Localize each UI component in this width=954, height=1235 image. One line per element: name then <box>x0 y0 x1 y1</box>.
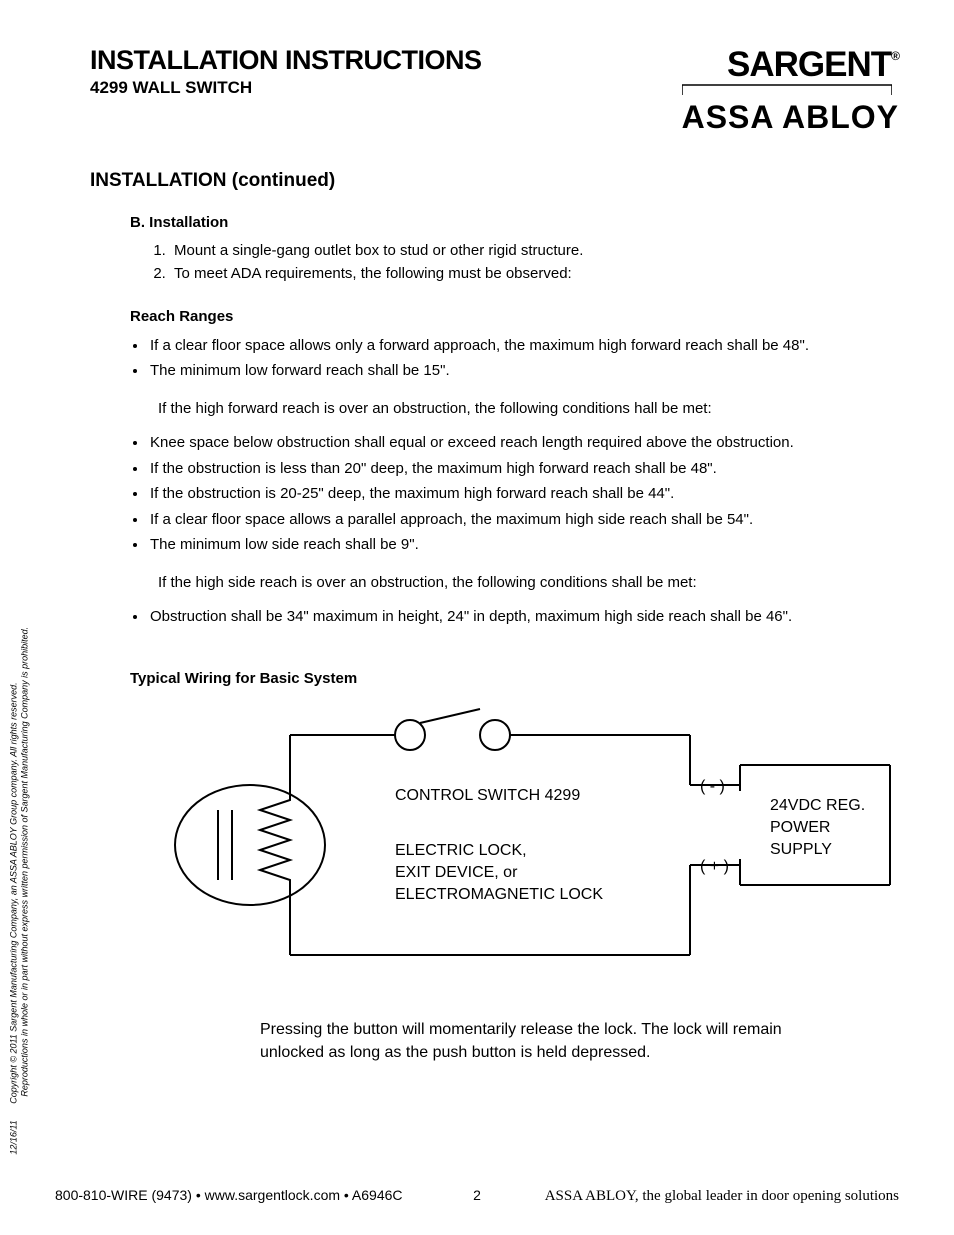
reach-para-1: If the high forward reach is over an obs… <box>158 398 899 421</box>
list-item: Mount a single-gang outlet box to stud o… <box>170 239 899 262</box>
page-footer: 800-810-WIRE (9473) • www.sargentlock.co… <box>55 1187 899 1205</box>
logo-assa-text: ASSA ABLOY <box>682 99 899 136</box>
list-item: If the obstruction is 20-25" deep, the m… <box>148 481 899 507</box>
logo-sargent-text: SARGENT <box>727 45 891 84</box>
reach-list-3: Obstruction shall be 34" maximum in heig… <box>148 604 899 630</box>
wiring-heading: Typical Wiring for Basic System <box>130 670 899 687</box>
subsection-b: B. Installation <box>130 214 899 231</box>
diagram-label-lock1: ELECTRIC LOCK, <box>395 842 527 859</box>
footer-contact: 800-810-WIRE (9473) • www.sargentlock.co… <box>55 1187 403 1203</box>
list-item: Obstruction shall be 34" maximum in heig… <box>148 604 899 630</box>
reach-list-2: Knee space below obstruction shall equal… <box>148 430 899 558</box>
list-item: Knee space below obstruction shall equal… <box>148 430 899 456</box>
reach-list-1: If a clear floor space allows only a for… <box>148 333 899 384</box>
section-heading: INSTALLATION (continued) <box>90 170 899 192</box>
footer-page-number: 2 <box>473 1187 481 1203</box>
diagram-label-psu3: SUPPLY <box>770 841 832 858</box>
diagram-label-neg: ( - ) <box>700 778 725 795</box>
diagram-label-lock3: ELECTROMAGNETIC LOCK <box>395 886 603 903</box>
copyright-notice: 12/16/11 Copyright © 2011 Sargent Manufa… <box>8 627 30 1155</box>
copyright-line2: Reproductions in whole or in part withou… <box>19 627 29 1097</box>
install-steps: Mount a single-gang outlet box to stud o… <box>170 239 899 286</box>
brand-logo: SARGENT® ASSA ABLOY <box>682 45 899 136</box>
reach-para-2: If the high side reach is over an obstru… <box>158 572 899 595</box>
doc-title: INSTALLATION INSTRUCTIONS <box>90 45 481 76</box>
doc-subtitle: 4299 WALL SWITCH <box>90 78 481 98</box>
diagram-label-psu1: 24VDC REG. <box>770 797 865 814</box>
diagram-label-lock2: EXIT DEVICE, or <box>395 864 518 881</box>
logo-divider-icon <box>682 83 892 97</box>
diagram-label-psu2: POWER <box>770 819 830 836</box>
list-item: If the obstruction is less than 20" deep… <box>148 456 899 482</box>
list-item: If a clear floor space allows a parallel… <box>148 507 899 533</box>
diagram-label-switch: CONTROL SWITCH 4299 <box>395 787 580 804</box>
diagram-caption: Pressing the button will momentarily rel… <box>260 1018 790 1064</box>
list-item: If a clear floor space allows only a for… <box>148 333 899 359</box>
list-item: To meet ADA requirements, the following … <box>170 262 899 285</box>
registered-mark: ® <box>891 49 899 63</box>
wiring-diagram: CONTROL SWITCH 4299 ELECTRIC LOCK, EXIT … <box>130 705 899 990</box>
footer-tagline: ASSA ABLOY, the global leader in door op… <box>545 1188 899 1205</box>
list-item: The minimum low forward reach shall be 1… <box>148 358 899 384</box>
list-item: The minimum low side reach shall be 9". <box>148 532 899 558</box>
copyright-line1: Copyright © 2011 Sargent Manufacturing C… <box>8 683 18 1104</box>
copyright-date: 12/16/11 <box>8 1121 19 1155</box>
diagram-label-pos: ( + ) <box>700 858 729 875</box>
reach-heading: Reach Ranges <box>130 308 899 325</box>
